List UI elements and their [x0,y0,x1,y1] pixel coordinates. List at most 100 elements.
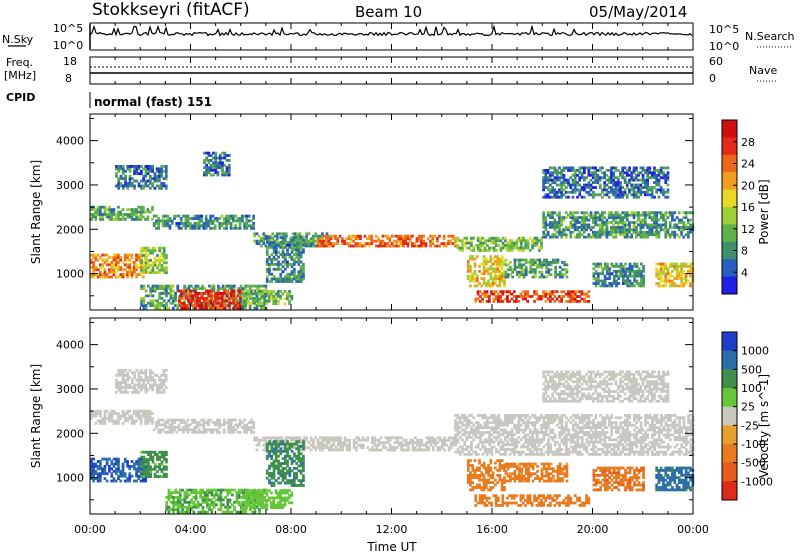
power-cell [520,273,524,276]
power-cell [160,268,164,272]
velocity-cell [571,433,575,437]
power-cell [503,260,506,263]
power-cell [135,208,138,211]
power-cell [664,274,668,278]
power-cell [276,292,280,296]
power-cell [666,173,670,177]
power-cell [194,296,198,300]
velocity-cell [379,448,383,452]
power-cell [576,183,579,187]
velocity-cell [571,445,575,449]
power-cell [592,190,595,194]
power-cell [605,228,609,232]
power-cell [198,224,201,228]
velocity-cell [114,419,118,423]
power-cell [489,284,493,288]
power-cell [281,270,285,274]
power-cell [503,284,506,288]
power-cell [384,242,387,245]
power-cell [642,279,645,283]
velocity-cell [386,436,390,440]
power-cell [167,299,171,303]
power-cell [626,269,630,273]
power-cell [295,275,298,278]
power-cell [509,265,512,269]
power-cell [569,292,573,296]
velocity-cell [488,443,491,447]
power-cell [560,176,563,180]
velocity-cell [483,440,487,444]
power-cell [209,173,213,177]
velocity-cell [495,423,498,427]
power-cell [325,239,328,243]
power-cell [151,177,154,180]
velocity-cell [476,423,480,427]
power-cell [492,290,496,294]
power-cell [573,188,577,192]
velocity-cell [255,443,259,447]
power-cell [329,244,333,248]
power-cell [119,165,123,168]
power-cell [601,211,604,215]
power-cell [637,216,640,219]
power-cell [650,228,654,232]
power-cell [603,221,606,224]
power-cell [601,218,604,222]
power-cell [558,275,562,279]
power-cell [589,211,593,215]
power-cell [546,297,550,301]
velocity-cell [216,430,219,434]
power-cell [284,245,287,249]
power-colorbar-tick-label: 24 [741,158,755,171]
power-cell [158,249,161,252]
power-cell [121,177,125,180]
power-cell [99,210,102,214]
power-cell [499,297,502,301]
velocity-cell [531,445,534,449]
power-cell [500,272,504,276]
power-cell [126,256,129,259]
power-cell [469,267,472,271]
power-cell [168,224,172,228]
power-cell [498,269,502,273]
velocity-cell [497,440,500,444]
power-cell [297,270,301,274]
velocity-cell [411,441,415,445]
power-cell [290,294,294,298]
power-cell [105,208,109,211]
velocity-cell [476,436,480,439]
power-cell [556,273,560,276]
power-cell [630,274,634,278]
velocity-cell [303,436,306,440]
power-cell [179,226,183,230]
power-cell [155,222,158,225]
power-cell [236,226,240,230]
power-cell [666,195,670,199]
power-cell [544,233,548,237]
velocity-cell [463,431,467,434]
power-cell [199,287,202,290]
power-cell [480,272,484,276]
power-cell [576,290,579,294]
power-cell [472,236,476,240]
power-cell [220,301,224,305]
power-cell [114,218,118,221]
power-cell [142,304,146,307]
power-cell [155,169,159,173]
velocity-cell [161,423,165,427]
velocity-cell [574,445,577,449]
velocity-cell [513,423,516,427]
power-cell [491,282,495,285]
velocity-cell [429,441,433,445]
velocity-cell [407,441,410,445]
power-cell [666,176,670,180]
velocity-cell [216,421,219,424]
power-cell [520,258,524,262]
power-cell [562,166,566,170]
power-cell [621,195,625,199]
power-cell [637,269,641,273]
power-cell [615,272,618,276]
power-cell [518,265,521,269]
power-cell [262,232,266,236]
power-cell [560,290,563,294]
